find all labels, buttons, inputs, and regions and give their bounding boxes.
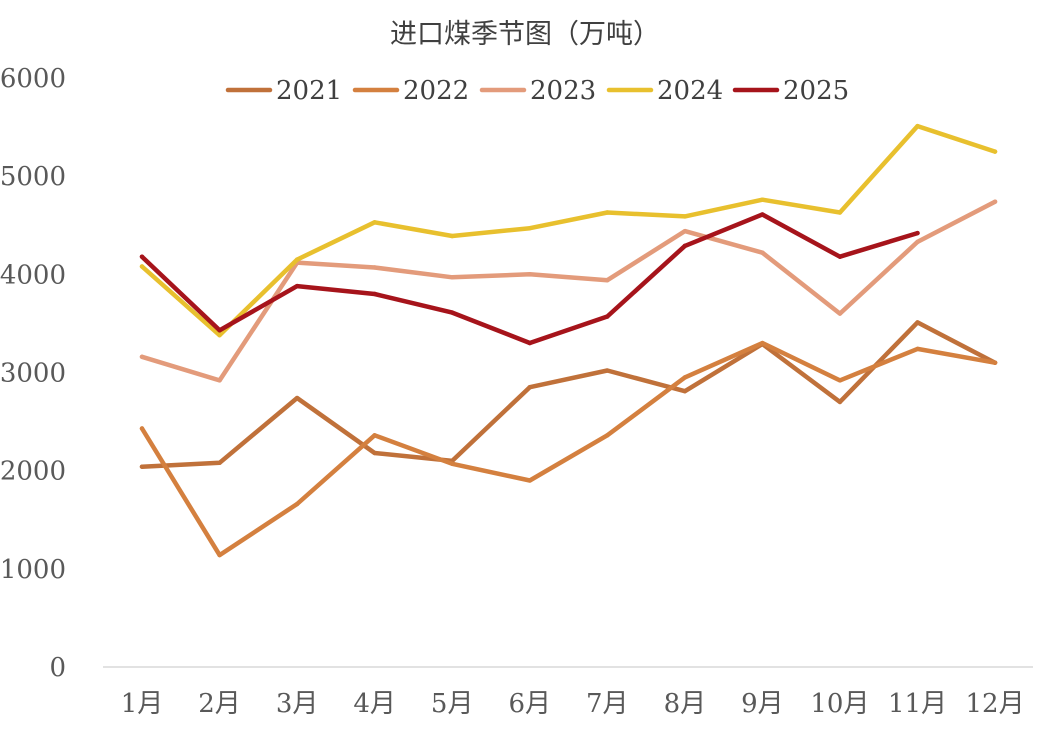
- data-point-2021: [527, 385, 532, 390]
- y-tick-label: 5000: [0, 162, 66, 192]
- data-point-2023: [760, 250, 765, 255]
- x-tick-label: 7月: [586, 689, 629, 719]
- series-line-2023: [139, 199, 998, 383]
- data-point-2022: [450, 461, 455, 466]
- data-point-2024: [837, 210, 843, 215]
- data-point-2022: [992, 360, 998, 365]
- data-point-2022: [527, 478, 532, 483]
- x-tick-label: 5月: [431, 689, 474, 719]
- y-tick-label: 2000: [0, 457, 66, 487]
- data-point-2023: [682, 228, 688, 234]
- x-tick-label: 2月: [198, 689, 241, 719]
- data-point-2024: [527, 225, 532, 231]
- data-point-2021: [294, 395, 300, 401]
- data-point-2025: [760, 212, 765, 217]
- data-point-2021: [139, 464, 145, 469]
- data-point-2021: [217, 460, 222, 466]
- y-tick-label: 1000: [0, 555, 66, 585]
- y-tick-label: 0: [49, 653, 66, 683]
- y-tick-label: 6000: [0, 64, 66, 94]
- data-point-2023: [837, 311, 843, 316]
- data-point-2024: [294, 257, 300, 262]
- x-tick-label: 8月: [664, 689, 707, 719]
- series-line-2024: [139, 123, 998, 338]
- x-axis: 1月 2月 3月 4月 5月 6月 7月 8月 9月 10月 11月 12月: [121, 689, 1025, 719]
- series-line-2022: [139, 340, 998, 558]
- data-point-2022: [139, 426, 145, 431]
- data-point-2023: [605, 278, 610, 283]
- data-point-2021: [605, 368, 610, 373]
- data-point-2021: [837, 399, 843, 405]
- y-tick-label: 4000: [0, 260, 66, 290]
- series-line-2021: [139, 320, 998, 469]
- data-point-2024: [217, 332, 222, 338]
- data-point-2025: [682, 243, 688, 249]
- data-point-2025: [294, 283, 300, 289]
- data-point-2023: [915, 239, 920, 245]
- data-point-2022: [372, 433, 377, 438]
- data-point-2021: [682, 388, 688, 394]
- data-point-2022: [760, 340, 765, 346]
- legend-label-2021: 2021: [276, 76, 342, 106]
- data-point-2023: [992, 199, 998, 204]
- data-point-2023: [139, 354, 145, 359]
- x-tick-label: 1月: [121, 689, 164, 719]
- legend: 2021 2022 2023 2024 2025: [225, 76, 849, 106]
- legend-label-2024: 2024: [657, 76, 723, 106]
- x-tick-label: 11月: [888, 689, 947, 719]
- x-tick-label: 4月: [353, 689, 396, 719]
- legend-label-2023: 2023: [530, 76, 596, 106]
- data-point-2023: [217, 378, 222, 383]
- data-point-2024: [915, 123, 920, 129]
- x-tick-label: 12月: [966, 689, 1025, 719]
- data-point-2025: [837, 254, 843, 259]
- data-point-2022: [294, 501, 300, 507]
- legend-label-2025: 2025: [783, 76, 849, 106]
- data-point-2025: [915, 230, 920, 236]
- data-point-2024: [605, 210, 610, 215]
- x-tick-label: 9月: [741, 689, 784, 719]
- data-point-2024: [372, 220, 377, 225]
- data-point-2024: [450, 233, 455, 239]
- series-layer: [139, 123, 998, 558]
- y-axis: 0 1000 2000 3000 4000 5000 6000: [0, 64, 66, 683]
- data-point-2023: [372, 265, 377, 270]
- data-point-2022: [605, 433, 610, 438]
- data-point-2025: [450, 310, 455, 315]
- data-point-2021: [372, 450, 377, 456]
- data-point-2021: [915, 320, 920, 325]
- data-point-2024: [139, 264, 145, 269]
- chart-title: 进口煤季节图（万吨）: [390, 19, 660, 50]
- data-point-2022: [837, 378, 843, 383]
- x-tick-label: 3月: [276, 689, 319, 719]
- data-point-2025: [372, 291, 377, 297]
- data-point-2025: [527, 340, 532, 346]
- data-point-2024: [760, 197, 765, 202]
- x-tick-label: 6月: [508, 689, 551, 719]
- data-point-2023: [450, 275, 455, 280]
- x-tick-label: 10月: [810, 689, 869, 719]
- legend-label-2022: 2022: [403, 76, 469, 106]
- data-point-2023: [527, 272, 532, 277]
- y-tick-label: 3000: [0, 359, 66, 389]
- data-point-2024: [992, 149, 998, 154]
- data-point-2024: [682, 214, 688, 219]
- data-point-2022: [682, 375, 688, 380]
- data-point-2022: [217, 552, 222, 558]
- data-point-2025: [139, 254, 145, 259]
- data-point-2022: [915, 346, 920, 352]
- data-point-2025: [605, 314, 610, 319]
- data-point-2025: [217, 328, 222, 333]
